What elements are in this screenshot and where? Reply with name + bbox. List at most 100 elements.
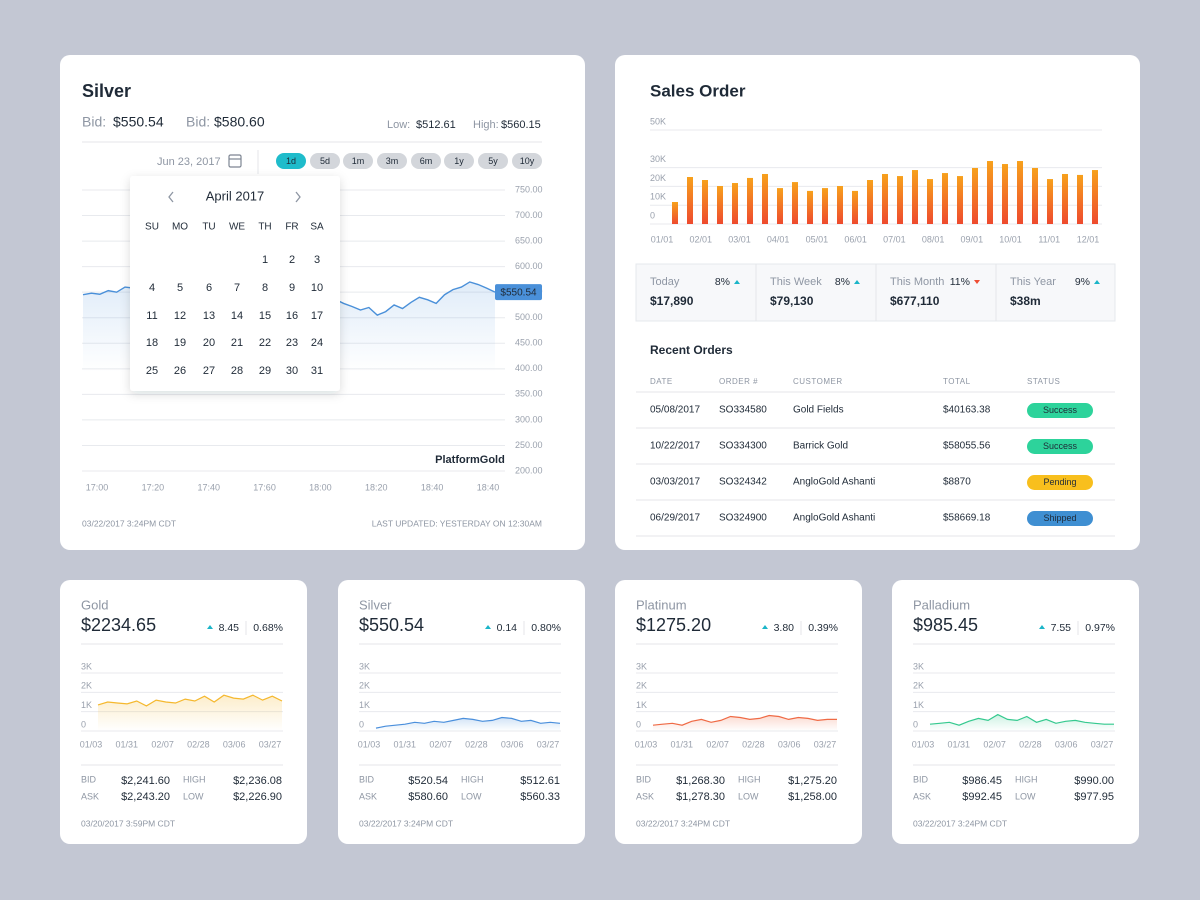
- table-cell: SO334300: [719, 441, 767, 452]
- table-cell: SO324342: [719, 477, 767, 488]
- watermark: PlatformGold: [435, 454, 505, 466]
- bar: [747, 177, 753, 224]
- x-tick-label: 01/03: [80, 739, 103, 749]
- metal-price: $985.45: [913, 615, 978, 635]
- range-button[interactable]: [377, 153, 407, 169]
- range-button[interactable]: [444, 153, 474, 169]
- high-label: HIGH: [461, 774, 484, 784]
- bar: [852, 190, 858, 224]
- y-tick-label: 600.00: [515, 261, 543, 271]
- calendar-day: 22: [259, 337, 271, 349]
- y-tick-label: 0: [650, 210, 655, 220]
- status-badge: [1027, 439, 1093, 454]
- stat-value: $17,890: [650, 294, 694, 308]
- high-label: HIGH: [738, 774, 761, 784]
- stat-value: $79,130: [770, 294, 814, 308]
- low-value: $977.95: [1074, 791, 1114, 803]
- bar: [912, 170, 918, 224]
- bid-value: $520.54: [408, 775, 448, 787]
- weekday: SU: [145, 222, 159, 233]
- stat-value: $677,110: [890, 294, 940, 308]
- timestamp: 03/20/2017 3:59PM CDT: [81, 818, 175, 828]
- next-month[interactable]: [295, 191, 301, 203]
- trend-arrow: [1039, 625, 1045, 629]
- bar: [882, 173, 888, 224]
- timestamp: 03/22/2017 3:24PM CDT: [82, 518, 176, 528]
- prev-month[interactable]: [168, 191, 174, 203]
- trend-arrow: [762, 625, 768, 629]
- calendar-icon[interactable]: [228, 154, 242, 168]
- table-header: DATE: [650, 377, 673, 386]
- x-tick-label: 17:40: [197, 482, 220, 492]
- range-button[interactable]: [343, 153, 373, 169]
- x-tick-label: 03/01: [728, 234, 751, 244]
- bar: [1017, 161, 1023, 224]
- bar: [957, 176, 963, 224]
- bar: [927, 179, 933, 224]
- metal-name: Gold: [81, 597, 108, 612]
- x-tick-label: 11/01: [1038, 234, 1060, 244]
- metal-price: $1275.20: [636, 615, 711, 635]
- high-value: $512.61: [520, 775, 560, 787]
- calendar-month: April 2017: [206, 188, 265, 203]
- x-tick-label: 01/31: [394, 739, 417, 749]
- range-button[interactable]: [478, 153, 508, 169]
- weekday: TH: [258, 222, 271, 233]
- y-tick-label: 3K: [636, 661, 647, 671]
- table-cell: 03/03/2017: [650, 477, 700, 488]
- x-tick-label: 18:40: [477, 482, 500, 492]
- table-cell: $58055.56: [943, 441, 991, 452]
- ask-value: $1,278.30: [676, 791, 725, 803]
- area: [930, 714, 1114, 731]
- high-value: $2,236.08: [233, 775, 282, 787]
- y-tick-label: 1K: [359, 700, 370, 710]
- range-label: 1m: [352, 156, 365, 166]
- calendar-day: 28: [231, 365, 243, 377]
- y-tick-label: 500.00: [515, 312, 543, 322]
- range-button[interactable]: [512, 153, 542, 169]
- x-tick-label: 02/07: [429, 739, 452, 749]
- range-label: 6m: [420, 156, 433, 166]
- metal-name: Palladium: [913, 597, 970, 612]
- bid-label: BID: [636, 774, 652, 784]
- table-cell: SO324900: [719, 513, 767, 524]
- x-tick-label: 01/03: [912, 739, 935, 749]
- ask-label: ASK: [81, 791, 99, 801]
- x-tick-label: 10/01: [999, 234, 1022, 244]
- y-tick-label: 300.00: [515, 414, 543, 424]
- y-tick-label: 400.00: [515, 363, 543, 373]
- y-tick-label: 350.00: [515, 389, 543, 399]
- calendar-popup: [130, 176, 340, 391]
- y-tick-label: 650.00: [515, 235, 543, 245]
- area: [98, 695, 282, 731]
- percent-change: 0.97%: [1085, 622, 1115, 634]
- range-button[interactable]: [411, 153, 441, 169]
- metal-price: $2234.65: [81, 615, 156, 635]
- range-button[interactable]: [276, 153, 306, 169]
- x-tick-label: 02/01: [689, 234, 712, 244]
- bid-label: BID: [359, 774, 375, 784]
- stat-change: 8%: [835, 276, 850, 288]
- x-tick-label: 07/01: [883, 234, 906, 244]
- table-cell: Gold Fields: [793, 405, 844, 416]
- calendar-day: 30: [286, 365, 298, 377]
- status-badge: [1027, 403, 1093, 418]
- x-tick-label: 18:40: [421, 482, 444, 492]
- calendar-day: 11: [146, 310, 157, 322]
- calendar-day: 7: [234, 282, 240, 294]
- range-button[interactable]: [310, 153, 340, 169]
- x-tick-label: 02/28: [187, 739, 210, 749]
- x-tick-label: 04/01: [767, 234, 790, 244]
- x-tick-label: 03/27: [537, 739, 560, 749]
- table-cell: SO334580: [719, 405, 767, 416]
- x-tick-label: 18:20: [365, 482, 388, 492]
- trend-arrow: [207, 625, 213, 629]
- range-label: 1y: [454, 156, 464, 166]
- calendar-day: 25: [146, 365, 158, 377]
- bar: [867, 180, 873, 224]
- bar: [822, 188, 828, 224]
- calendar-day: 29: [259, 365, 271, 377]
- y-tick-label: 0: [913, 719, 918, 729]
- price-line: [375, 716, 561, 729]
